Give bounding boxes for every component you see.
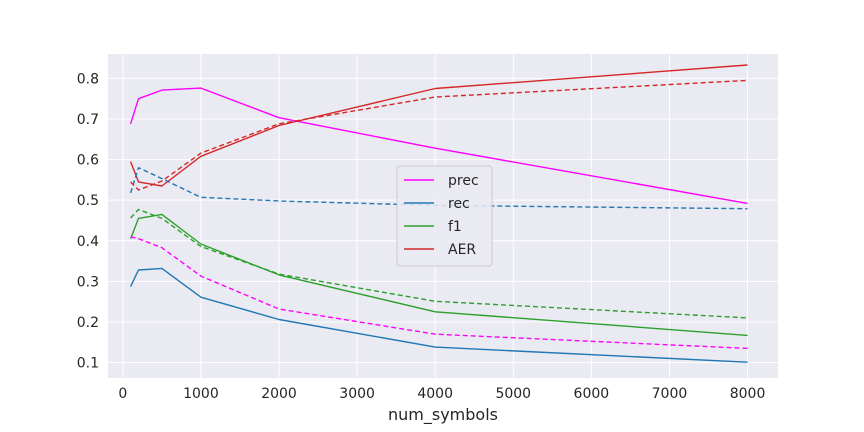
y-tick-label-3: 0.4 (77, 234, 99, 250)
series-line-f1 (129, 213, 748, 337)
y-tick-label-4: 0.5 (77, 193, 99, 209)
series-line-aer (129, 64, 748, 187)
x-tick-label-6: 6000 (574, 386, 610, 402)
series-line-dashed-7 (130, 79, 748, 191)
legend-label-f1: f1 (448, 219, 462, 235)
legend-box (396, 165, 493, 267)
x-tick-label-2: 2000 (261, 386, 297, 402)
x-tick-label-1: 1000 (183, 386, 219, 402)
series-line-prec (129, 87, 748, 205)
legend: prec rec f1 AER (396, 165, 493, 267)
x-tick-label-8: 8000 (730, 386, 766, 402)
series-line-rec (129, 267, 748, 363)
x-tick-labels: 0 1000 2000 3000 4000 5000 6000 7000 8000 (118, 386, 765, 402)
legend-label-aer: AER (448, 242, 476, 258)
y-tick-label-0: 0.1 (77, 356, 99, 372)
y-tick-label-1: 0.2 (77, 315, 99, 331)
series-lines (129, 64, 748, 363)
x-tick-label-0: 0 (118, 386, 127, 402)
y-tick-label-5: 0.6 (77, 153, 99, 169)
series-line-dashed-6 (130, 208, 748, 319)
x-axis-label: num_symbols (388, 405, 498, 425)
legend-label-prec: prec (448, 173, 479, 189)
y-tick-label-2: 0.3 (77, 274, 99, 290)
x-tick-label-4: 4000 (417, 386, 453, 402)
x-tick-label-3: 3000 (339, 386, 375, 402)
y-tick-label-7: 0.8 (77, 71, 99, 87)
y-tick-label-6: 0.7 (77, 112, 99, 128)
legend-label-rec: rec (448, 196, 470, 212)
x-tick-label-7: 7000 (652, 386, 688, 402)
y-tick-labels: 0.1 0.2 0.3 0.4 0.5 0.6 0.7 0.8 (77, 71, 99, 371)
x-tick-label-5: 5000 (495, 386, 531, 402)
series-line-dashed-4 (130, 236, 748, 350)
